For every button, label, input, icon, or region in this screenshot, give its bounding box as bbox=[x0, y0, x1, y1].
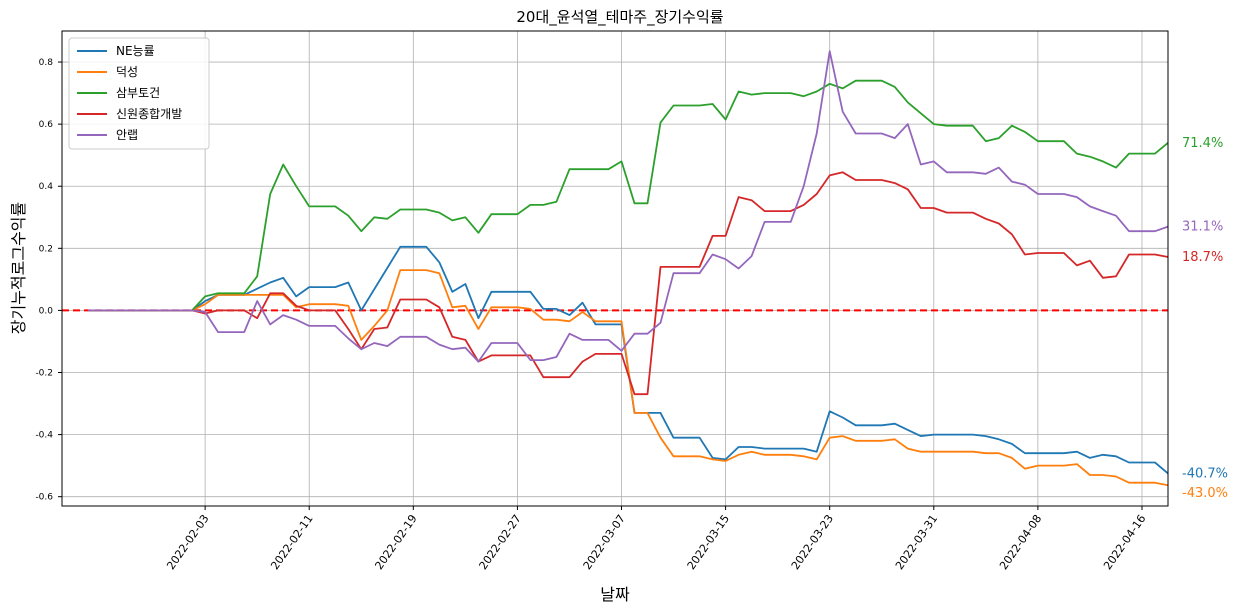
x-tick-label: 2022-04-16 bbox=[1101, 512, 1148, 572]
y-tick-label: 0.2 bbox=[39, 244, 53, 254]
chart-title: 20대_윤석열_테마주_장기수익률 bbox=[516, 8, 723, 27]
series-lines bbox=[88, 50, 1169, 487]
series-line bbox=[88, 171, 1169, 396]
y-axis-label: 장기누적로그수익률 bbox=[9, 202, 28, 334]
plot-frame bbox=[61, 30, 1169, 507]
end-value-label: 71.4% bbox=[1182, 136, 1223, 151]
y-tick-label: -0.4 bbox=[35, 431, 53, 441]
x-tick-label: 2022-03-23 bbox=[789, 512, 836, 572]
x-tick-label: 2022-02-11 bbox=[268, 512, 315, 572]
legend-label: 안랩 bbox=[116, 128, 138, 142]
x-tick-label: 2022-03-07 bbox=[581, 512, 628, 572]
x-tick-label: 2022-02-27 bbox=[477, 512, 524, 572]
x-axis-ticks: 2022-02-03 2022-02-11 2022-02-19 2022-02-27… bbox=[164, 506, 1148, 572]
x-tick-label: 2022-02-19 bbox=[372, 512, 419, 572]
y-tick-label: 0.4 bbox=[39, 182, 54, 192]
y-tick-label: 0.8 bbox=[39, 58, 54, 68]
end-value-label: -40.7% bbox=[1182, 466, 1228, 481]
y-tick-label: -0.6 bbox=[35, 493, 53, 503]
x-tick-label: 2022-04-08 bbox=[997, 512, 1044, 572]
end-value-label: 18.7% bbox=[1182, 250, 1223, 265]
y-tick-label: -0.2 bbox=[35, 369, 53, 379]
legend-box bbox=[68, 37, 210, 150]
grid bbox=[62, 31, 1168, 506]
x-tick-label: 2022-03-31 bbox=[893, 512, 940, 572]
series-line bbox=[88, 245, 1169, 475]
series-line bbox=[88, 79, 1169, 312]
series-line bbox=[88, 50, 1169, 363]
end-value-label: 31.1% bbox=[1182, 220, 1223, 235]
series-line bbox=[88, 269, 1169, 487]
y-tick-label: 0.6 bbox=[39, 120, 54, 130]
legend-label: 삼부토건 bbox=[116, 86, 160, 100]
legend-label: 신원종합개발 bbox=[116, 107, 182, 121]
y-axis-ticks: -0.6 -0.4 -0.2 0.0 0.2 0.4 0.6 0.8 bbox=[35, 58, 62, 503]
end-value-label: -43.0% bbox=[1182, 486, 1228, 501]
end-labels: -40.7% -43.0% 71.4% 18.7% 31.1% bbox=[1182, 136, 1228, 501]
x-tick-label: 2022-02-03 bbox=[164, 512, 211, 572]
x-axis-label: 날짜 bbox=[600, 585, 630, 604]
y-tick-label: 0.0 bbox=[39, 306, 54, 316]
legend-label: 덕성 bbox=[116, 65, 138, 79]
legend-label: NE능률 bbox=[116, 44, 155, 58]
x-tick-label: 2022-03-15 bbox=[685, 512, 732, 572]
